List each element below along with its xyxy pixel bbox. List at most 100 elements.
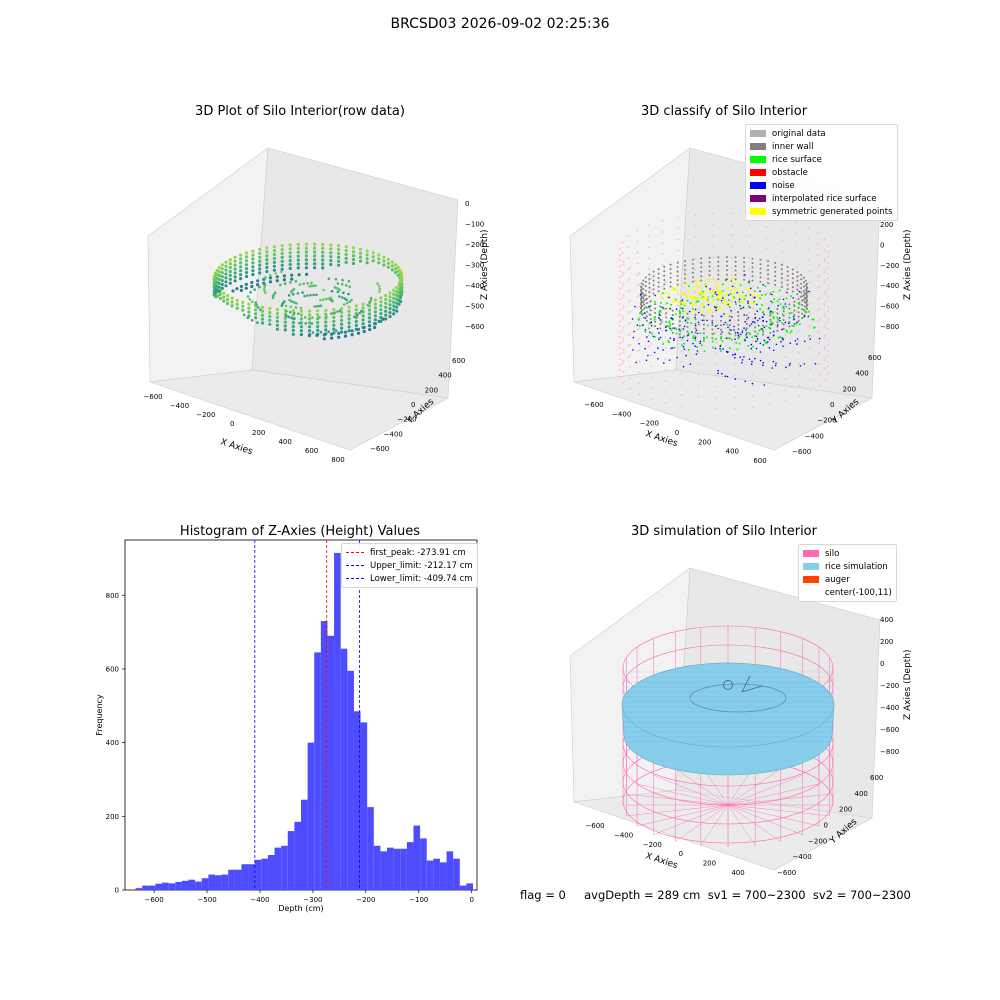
inner-wall-point (801, 312, 804, 315)
data-point (249, 290, 252, 294)
legend-item: Lower_limit: -409.74 cm (346, 572, 473, 585)
silo-outline-point (636, 339, 639, 342)
silo-outline-point (638, 294, 641, 297)
data-point (340, 330, 344, 334)
symmetric-point (667, 292, 670, 295)
data-point (302, 282, 306, 286)
silo-outline-point (809, 269, 812, 272)
noise-point (715, 309, 717, 312)
rice-surface-point (694, 339, 697, 342)
y-tick-label: 200 (839, 806, 852, 814)
data-point (275, 315, 279, 319)
noise-point (682, 365, 685, 368)
noise-point (673, 339, 675, 342)
data-point (220, 282, 224, 287)
rice-surface-point (726, 337, 729, 340)
noise-point (659, 319, 662, 321)
silo-outline-point (619, 320, 621, 323)
noise-point (751, 382, 754, 385)
rice-surface-point (776, 316, 779, 319)
data-point (275, 308, 279, 312)
rice-surface-point (706, 324, 709, 327)
inner-wall-point (780, 277, 783, 280)
noise-point (734, 357, 736, 359)
noise-point (668, 359, 671, 361)
symmetric-point (701, 292, 704, 295)
noise-point (681, 307, 684, 310)
inner-wall-point (734, 278, 737, 281)
data-point (395, 286, 399, 290)
data-point (296, 292, 300, 295)
rice-surface-point (749, 332, 751, 335)
inner-wall-point (796, 288, 799, 291)
noise-point (767, 307, 770, 309)
silo-outline-point (730, 234, 733, 237)
inner-wall-point (640, 286, 643, 289)
silo-outline-point (680, 405, 683, 407)
histogram-x-ticks: −600 −500 −400 −300 −200 −100 0 (144, 890, 474, 904)
silo-outline-point (730, 212, 733, 215)
inner-wall-point (640, 304, 643, 307)
data-point (308, 325, 312, 329)
silo-outline-point (627, 257, 630, 260)
rice-surface-point (660, 301, 662, 304)
noise-point (785, 366, 787, 369)
data-point (373, 325, 377, 330)
silo-outline-point (618, 292, 621, 294)
inner-wall-point (642, 279, 645, 282)
noise-point (770, 310, 772, 313)
noise-point (722, 297, 724, 300)
inner-wall-point (743, 261, 746, 264)
silo-outline-point (629, 299, 631, 302)
data-point (351, 254, 356, 258)
inner-wall-point (774, 283, 777, 286)
inner-wall-point (676, 270, 679, 273)
inner-wall-point (691, 276, 694, 279)
data-point (258, 255, 262, 259)
noise-point (762, 362, 764, 364)
silo-outline-point (751, 329, 754, 331)
silo-outline-point (622, 370, 625, 373)
silo-outline-point (730, 278, 733, 281)
inner-wall-point (800, 278, 803, 281)
data-point (253, 308, 258, 312)
silo-outline-point (712, 223, 714, 226)
silo-outline-point (827, 262, 830, 264)
data-point (390, 264, 394, 268)
data-point (217, 266, 221, 270)
noise-point (698, 311, 700, 314)
x-tick-label: −400 (250, 896, 269, 904)
inner-wall-point (671, 331, 674, 334)
silo-outline-point (697, 396, 700, 398)
y-tick-label: 400 (855, 370, 868, 378)
symmetric-point (691, 310, 694, 313)
rice-surface-point (653, 316, 656, 319)
data-point (307, 334, 311, 338)
data-point (379, 308, 383, 312)
silo-floor-spoke (626, 804, 729, 817)
noise-point (787, 322, 790, 325)
inner-wall-point (726, 269, 728, 272)
data-point (272, 252, 276, 257)
silo-outline-point (661, 286, 664, 288)
x-tick-label: 200 (698, 438, 711, 446)
data-point (251, 257, 255, 261)
histogram-bar (380, 851, 388, 890)
symmetric-point (685, 295, 688, 298)
inner-wall-point (649, 318, 652, 321)
data-point (386, 265, 390, 269)
noise-point (759, 290, 761, 293)
rice-surface-point (764, 293, 767, 296)
data-point (297, 312, 300, 316)
rice-surface-point (808, 334, 811, 337)
data-point (294, 280, 298, 283)
rice-surface-point (687, 317, 690, 320)
silo-outline-point (807, 248, 810, 251)
data-point (368, 301, 372, 305)
inner-wall-point (663, 279, 666, 281)
inner-wall-point (734, 265, 737, 268)
data-point (316, 324, 320, 329)
data-point (377, 285, 381, 288)
data-point (324, 308, 328, 312)
silo-outline-point (619, 342, 621, 345)
